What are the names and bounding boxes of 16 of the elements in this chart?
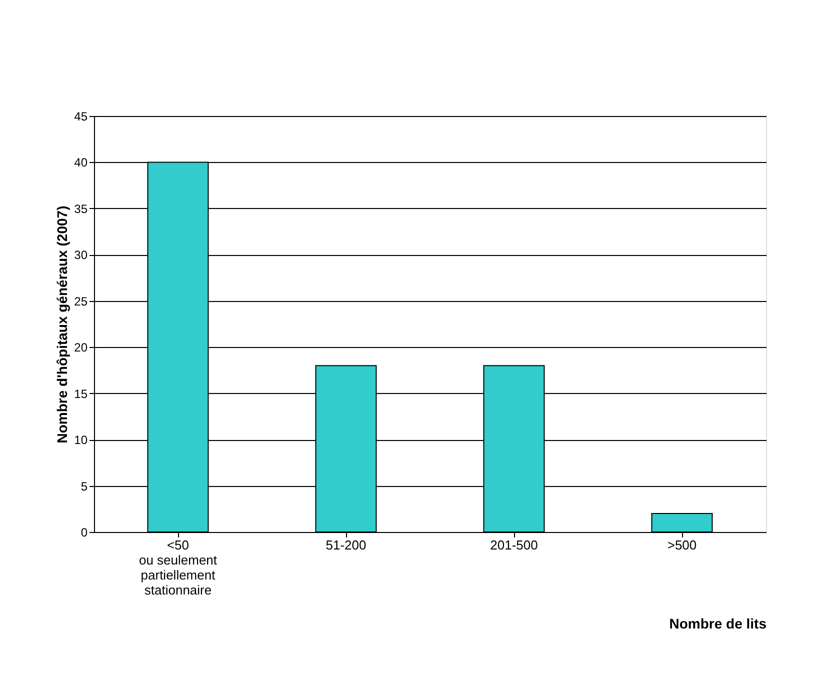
y-tick-label: 5 bbox=[80, 479, 88, 494]
y-tick-label: 40 bbox=[74, 156, 88, 170]
x-tick-label: 51-200 bbox=[326, 538, 366, 552]
x-axis-title: Nombre de lits bbox=[669, 616, 767, 632]
y-axis-title: Nombre d'hôpitaux généraux (2007) bbox=[54, 206, 70, 444]
x-tick-label: <50 ou seulement partiellement stationnaire bbox=[138, 538, 218, 598]
y-tick-label: 20 bbox=[74, 340, 88, 355]
y-tick-label: 45 bbox=[74, 110, 88, 124]
x-tick-label: >500 bbox=[667, 538, 697, 552]
y-tick-label: 15 bbox=[74, 386, 88, 401]
y-tick-label: 35 bbox=[74, 202, 88, 216]
y-tick-label: 30 bbox=[74, 248, 88, 262]
y-tick-label: 10 bbox=[74, 433, 88, 448]
y-tick-label: 25 bbox=[74, 294, 88, 308]
x-tick-label: 201-500 bbox=[490, 538, 538, 552]
y-tick-label: 0 bbox=[80, 526, 88, 540]
